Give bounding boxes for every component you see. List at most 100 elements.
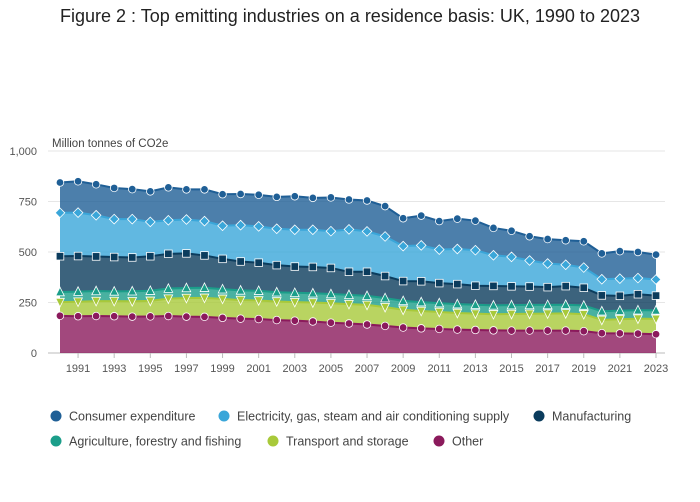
data-point: [506, 309, 517, 320]
data-point: [200, 251, 209, 260]
data-point: [308, 262, 318, 272]
data-point: [362, 267, 372, 276]
data-point: [343, 224, 355, 235]
legend-swatch: [50, 410, 62, 422]
data-point: [181, 293, 192, 304]
data-point: [489, 326, 498, 335]
data-point: [73, 251, 83, 261]
data-point: [380, 302, 391, 313]
data-point: [217, 283, 228, 294]
data-point: [272, 192, 281, 202]
data-point: [488, 249, 499, 261]
data-point: [144, 216, 156, 228]
data-point: [344, 267, 354, 276]
data-point: [199, 293, 210, 304]
data-point: [579, 283, 588, 292]
series-line: [59, 286, 657, 313]
data-point: [109, 183, 119, 193]
data-point: [271, 286, 282, 297]
data-point: [91, 285, 102, 296]
data-point: [525, 282, 534, 291]
data-point: [507, 282, 516, 291]
data-point: [397, 240, 409, 252]
data-point: [614, 273, 626, 285]
data-point: [344, 299, 354, 310]
data-point: [54, 207, 66, 219]
data-point: [398, 323, 408, 332]
data-point: [398, 214, 408, 223]
data-point: [127, 297, 138, 307]
data-point: [254, 314, 263, 324]
data-point: [560, 309, 571, 320]
data-point: [91, 252, 101, 261]
data-point: [362, 320, 372, 329]
data-point: [254, 258, 263, 267]
data-point: [253, 285, 264, 295]
data-point: [471, 281, 480, 290]
data-point: [435, 324, 444, 334]
data-point: [218, 190, 227, 199]
data-point: [199, 282, 210, 292]
data-point: [560, 299, 571, 309]
data-point: [597, 249, 607, 258]
data-point: [651, 330, 661, 339]
x-tick-label: 2023: [644, 363, 668, 375]
data-point: [307, 224, 319, 236]
x-tick-label: 1999: [210, 363, 234, 375]
data-point: [578, 299, 589, 310]
data-point: [55, 311, 65, 321]
data-point: [453, 325, 462, 334]
x-tick-label: 2009: [391, 363, 415, 375]
data-point: [433, 244, 445, 255]
data-point: [325, 299, 336, 310]
legend-item: Other: [433, 435, 483, 449]
data-point: [632, 272, 644, 284]
data-point: [145, 285, 156, 295]
data-point: [506, 299, 517, 310]
data-point: [398, 305, 409, 316]
line-layer: [59, 180, 657, 336]
data-point: [489, 223, 498, 233]
data-point: [72, 207, 84, 218]
data-point: [362, 196, 372, 205]
series-line: [59, 314, 657, 336]
data-point: [362, 290, 372, 301]
data-point: [290, 262, 299, 271]
data-point: [199, 215, 210, 227]
legend-swatch: [433, 435, 445, 447]
chart-title: Figure 2 : Top emitting industries on a …: [59, 6, 640, 26]
legend-label: Transport and storage: [286, 435, 409, 449]
data-point: [380, 201, 390, 211]
data-point: [163, 282, 174, 293]
data-point: [471, 216, 480, 225]
data-point: [126, 213, 138, 225]
data-point: [325, 225, 337, 237]
legend-label: Electricity, gas, steam and air conditio…: [237, 410, 510, 424]
data-point: [146, 312, 155, 321]
data-point: [524, 299, 535, 310]
area-other: [60, 315, 656, 353]
data-point: [290, 192, 299, 201]
data-point: [344, 319, 354, 328]
y-tick-label: 500: [19, 247, 37, 259]
data-point: [416, 296, 427, 307]
area-electricity-gas-steam-and-air-conditioning-supply: [60, 212, 656, 296]
data-point: [146, 187, 155, 196]
x-tick-label: 2001: [246, 363, 270, 375]
data-point: [651, 291, 661, 300]
legend-swatch: [50, 435, 62, 447]
data-point: [650, 274, 662, 285]
y-tick-label: 750: [19, 197, 37, 209]
data-point: [308, 317, 318, 326]
data-point: [109, 252, 119, 262]
x-tick-label: 1993: [102, 363, 126, 375]
data-point: [380, 292, 391, 303]
data-point: [488, 310, 499, 320]
data-point: [614, 304, 625, 315]
data-point: [55, 297, 65, 308]
data-point: [525, 232, 534, 241]
data-point: [109, 285, 120, 296]
data-point: [326, 263, 336, 273]
data-point: [236, 314, 245, 323]
